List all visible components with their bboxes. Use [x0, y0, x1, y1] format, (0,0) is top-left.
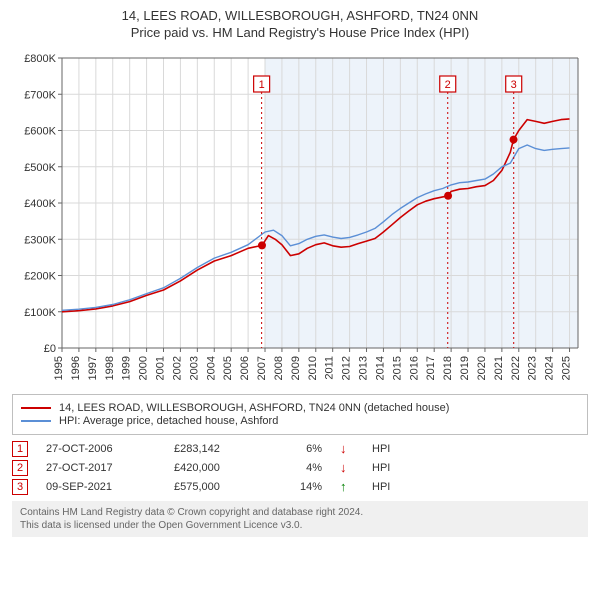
svg-text:2001: 2001	[155, 356, 167, 380]
sales-row: 2 27-OCT-2017 £420,000 4% ↓ HPI	[12, 460, 588, 476]
svg-text:2025: 2025	[561, 356, 573, 380]
sale-price: £420,000	[174, 462, 264, 474]
svg-text:2004: 2004	[205, 356, 217, 380]
sale-hpi-suffix: HPI	[372, 462, 390, 474]
svg-text:2019: 2019	[459, 356, 471, 380]
svg-text:£200K: £200K	[24, 270, 56, 282]
svg-text:£800K: £800K	[24, 53, 56, 65]
svg-text:£700K: £700K	[24, 89, 56, 101]
svg-text:2014: 2014	[374, 356, 386, 380]
sales-table: 1 27-OCT-2006 £283,142 6% ↓ HPI 2 27-OCT…	[12, 441, 588, 495]
sale-marker-3: 3	[12, 479, 28, 495]
svg-text:£400K: £400K	[24, 198, 56, 210]
svg-text:2021: 2021	[493, 356, 505, 380]
legend-row-price-paid: 14, LEES ROAD, WILLESBOROUGH, ASHFORD, T…	[21, 402, 579, 414]
chart-title-block: 14, LEES ROAD, WILLESBOROUGH, ASHFORD, T…	[12, 8, 588, 42]
legend-swatch-price-paid	[21, 407, 51, 409]
svg-text:3: 3	[511, 79, 517, 91]
svg-text:2008: 2008	[273, 356, 285, 380]
svg-text:2005: 2005	[222, 356, 234, 380]
sale-marker-2: 2	[12, 460, 28, 476]
sale-hpi-suffix: HPI	[372, 443, 390, 455]
svg-text:2000: 2000	[138, 356, 150, 380]
svg-text:2007: 2007	[256, 356, 268, 380]
sale-date: 09-SEP-2021	[46, 481, 156, 493]
chart-container: £0 £100K £200K £300K £400K £500K £600K £700K £80…	[12, 48, 588, 388]
svg-text:2003: 2003	[188, 356, 200, 380]
sale-pct: 4%	[282, 462, 322, 474]
price-chart: £0 £100K £200K £300K £400K £500K £600K £700K £80…	[12, 48, 588, 388]
sale-pct: 14%	[282, 481, 322, 493]
legend-swatch-hpi	[21, 420, 51, 422]
footnote-line1: Contains HM Land Registry data © Crown c…	[20, 506, 580, 519]
svg-text:2009: 2009	[290, 356, 302, 380]
svg-text:1996: 1996	[70, 356, 82, 380]
sale-date: 27-OCT-2006	[46, 443, 156, 455]
svg-text:2012: 2012	[341, 356, 353, 380]
svg-text:2006: 2006	[239, 356, 251, 380]
svg-text:1: 1	[259, 79, 265, 91]
sale-price: £575,000	[174, 481, 264, 493]
svg-text:1998: 1998	[104, 356, 116, 380]
svg-text:2002: 2002	[171, 356, 183, 380]
sale-price: £283,142	[174, 443, 264, 455]
svg-text:2017: 2017	[425, 356, 437, 380]
legend: 14, LEES ROAD, WILLESBOROUGH, ASHFORD, T…	[12, 394, 588, 435]
svg-text:£600K: £600K	[24, 125, 56, 137]
arrow-up-icon: ↑	[340, 479, 354, 494]
footnote: Contains HM Land Registry data © Crown c…	[12, 501, 588, 537]
footnote-line2: This data is licensed under the Open Gov…	[20, 519, 580, 532]
svg-text:1995: 1995	[53, 356, 65, 380]
sale-hpi-suffix: HPI	[372, 481, 390, 493]
legend-label-hpi: HPI: Average price, detached house, Ashf…	[59, 415, 278, 427]
chart-title-line2: Price paid vs. HM Land Registry's House …	[12, 25, 588, 42]
svg-text:£0: £0	[44, 343, 56, 355]
svg-text:2010: 2010	[307, 356, 319, 380]
svg-text:2022: 2022	[510, 356, 522, 380]
svg-text:2016: 2016	[408, 356, 420, 380]
legend-label-price-paid: 14, LEES ROAD, WILLESBOROUGH, ASHFORD, T…	[59, 402, 449, 414]
sales-row: 3 09-SEP-2021 £575,000 14% ↑ HPI	[12, 479, 588, 495]
svg-text:£100K: £100K	[24, 307, 56, 319]
svg-text:£500K: £500K	[24, 162, 56, 174]
sale-marker-1: 1	[12, 441, 28, 457]
sale-pct: 6%	[282, 443, 322, 455]
svg-text:1999: 1999	[121, 356, 133, 380]
svg-text:2015: 2015	[391, 356, 403, 380]
arrow-down-icon: ↓	[340, 441, 354, 456]
svg-text:£300K: £300K	[24, 234, 56, 246]
svg-text:2: 2	[445, 79, 451, 91]
svg-text:2013: 2013	[358, 356, 370, 380]
legend-row-hpi: HPI: Average price, detached house, Ashf…	[21, 415, 579, 427]
sale-date: 27-OCT-2017	[46, 462, 156, 474]
sales-row: 1 27-OCT-2006 £283,142 6% ↓ HPI	[12, 441, 588, 457]
svg-text:1997: 1997	[87, 356, 99, 380]
arrow-down-icon: ↓	[340, 460, 354, 475]
svg-text:2011: 2011	[324, 356, 336, 380]
svg-text:2018: 2018	[442, 356, 454, 380]
chart-title-line1: 14, LEES ROAD, WILLESBOROUGH, ASHFORD, T…	[12, 8, 588, 25]
svg-text:2020: 2020	[476, 356, 488, 380]
svg-text:2023: 2023	[527, 356, 539, 380]
svg-text:2024: 2024	[544, 356, 556, 380]
